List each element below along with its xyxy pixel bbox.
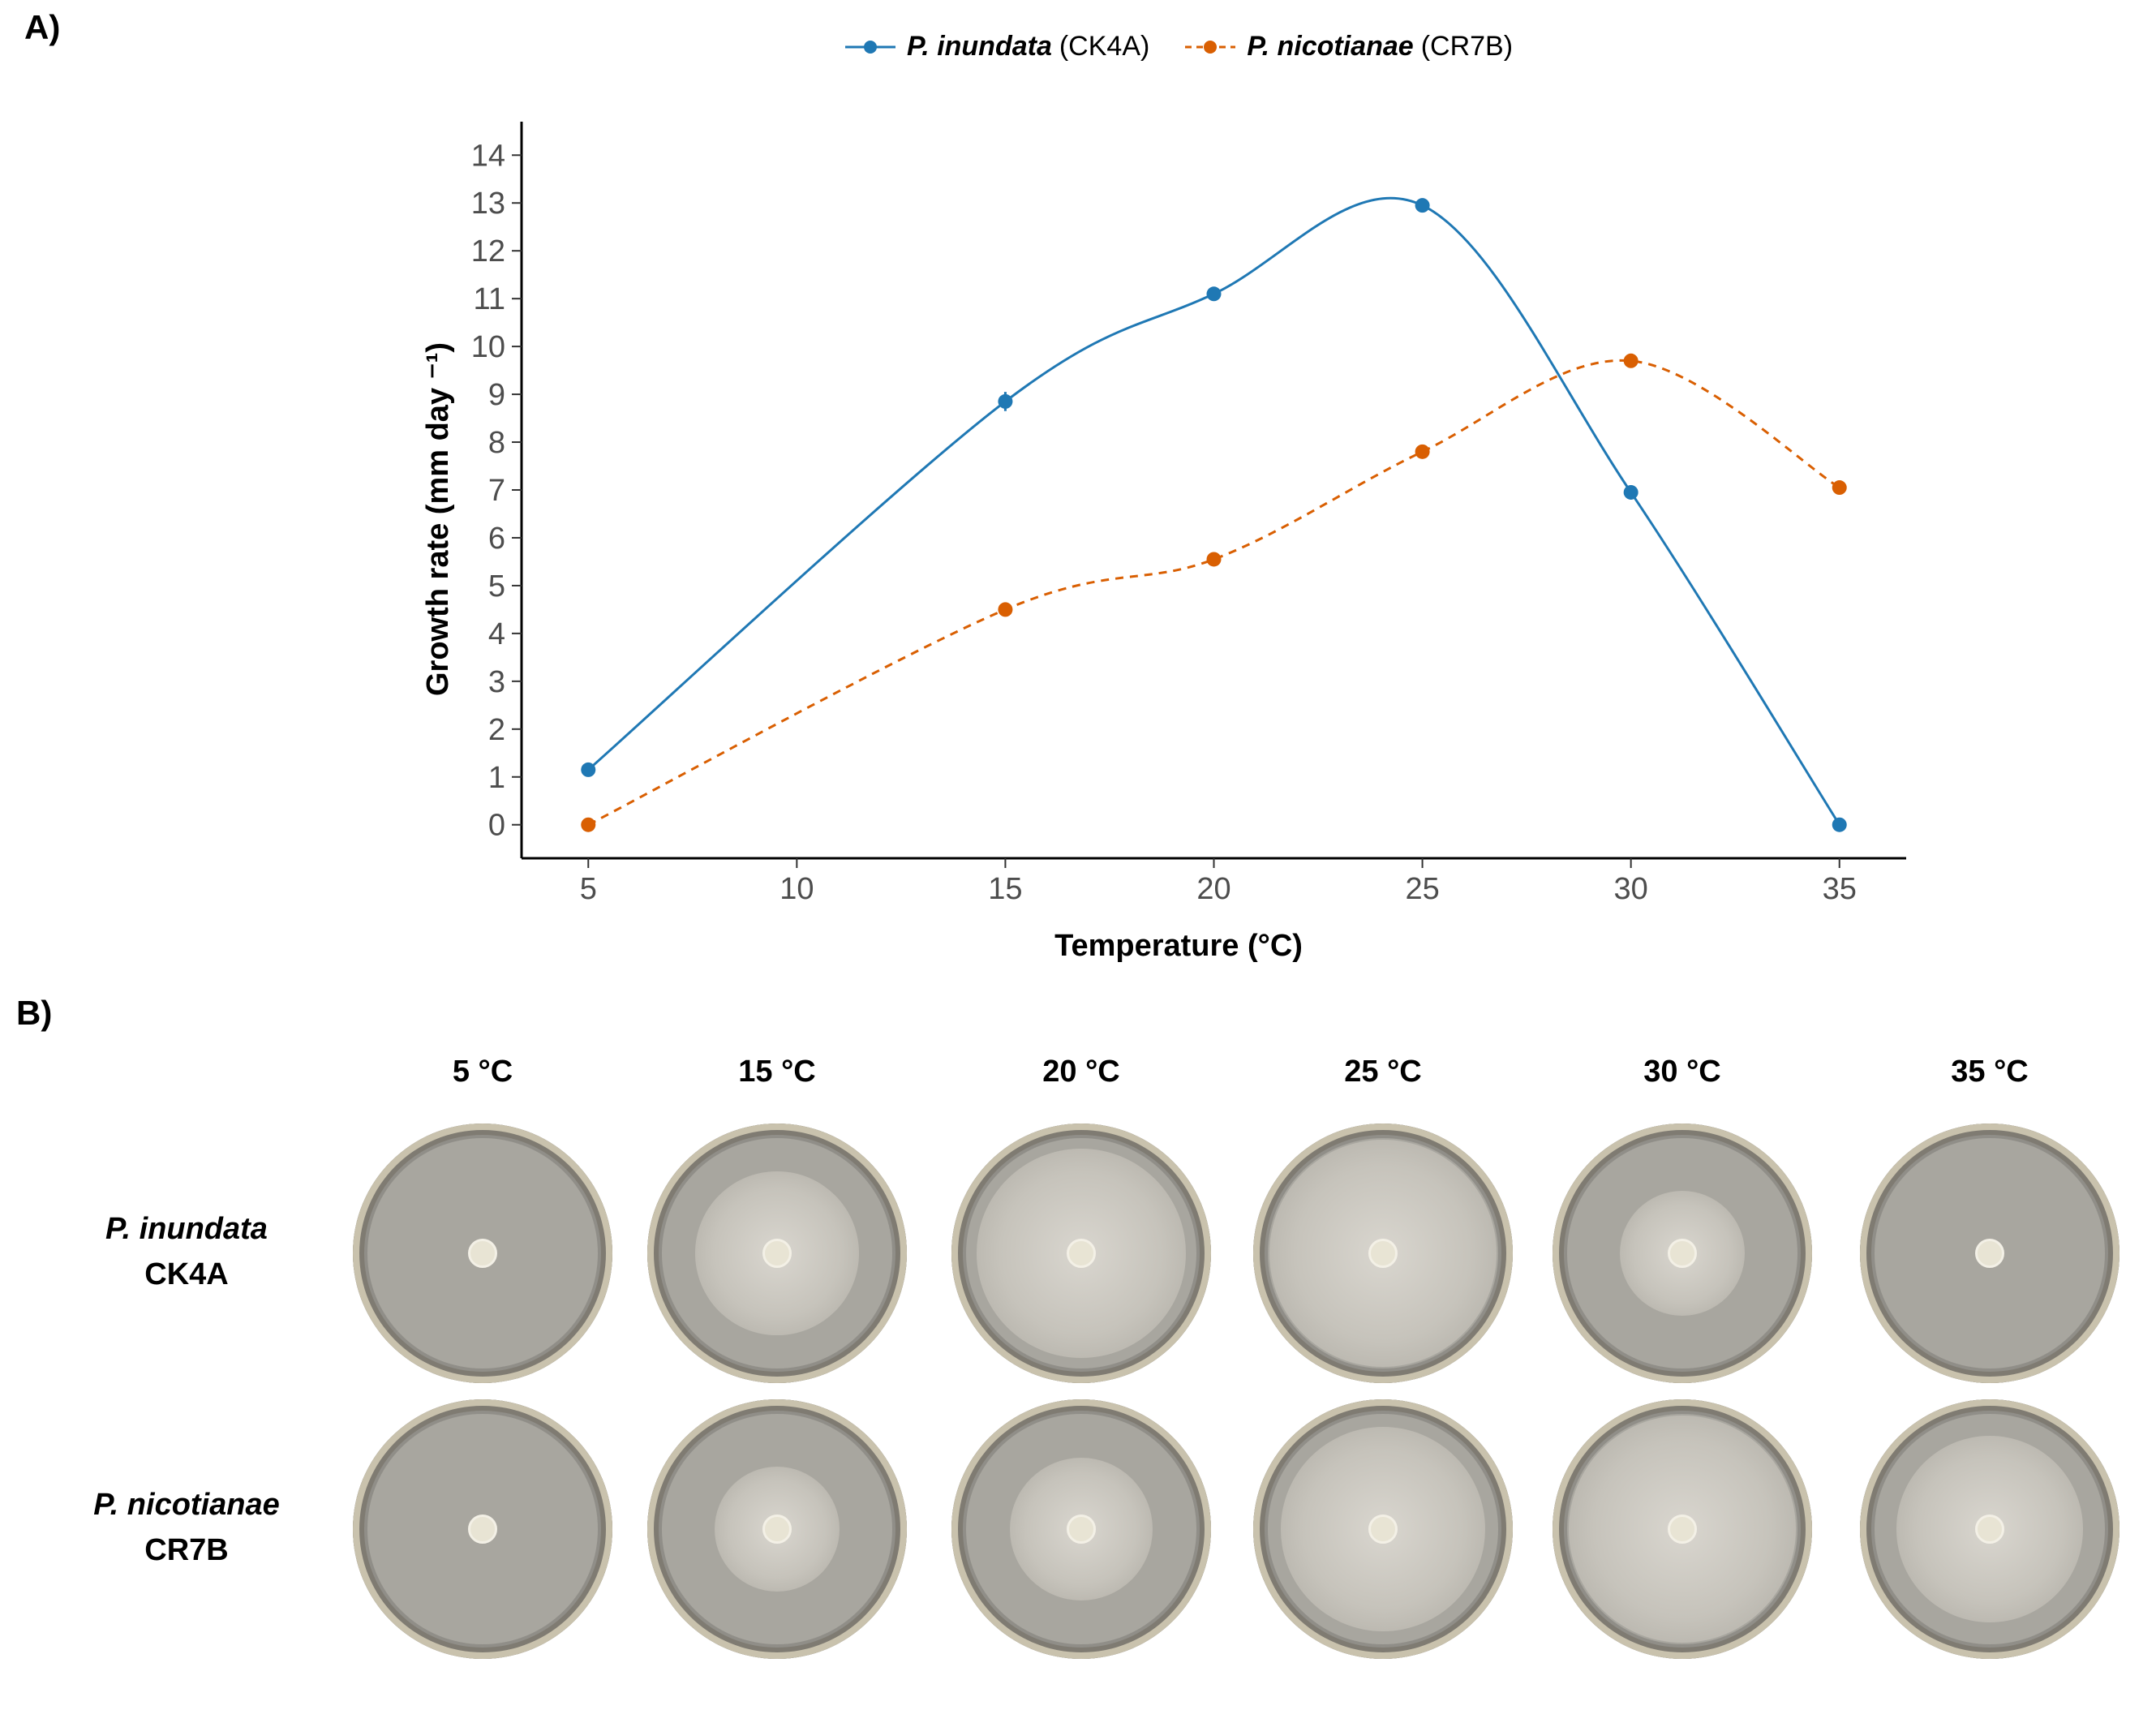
inoculum-plug (762, 1239, 792, 1268)
y-axis-title: Growth rate (mm day ⁻¹) (421, 342, 455, 696)
legend-species-nicotianae: P. nicotianae (1247, 31, 1414, 62)
petri-plate (353, 1399, 612, 1659)
petri-plate (1553, 1399, 1812, 1659)
inoculum-plug (762, 1515, 792, 1544)
inoculum-plug (1975, 1239, 2004, 1268)
series-layer (581, 196, 1847, 832)
x-tick-label: 10 (780, 872, 814, 906)
legend-species-inundata: P. inundata (907, 31, 1052, 62)
data-point (1832, 817, 1847, 832)
inoculum-plug (1668, 1515, 1697, 1544)
petri-plate (647, 1124, 907, 1383)
y-tick-label: 0 (488, 809, 505, 843)
y-tick-label: 12 (471, 234, 505, 269)
temperature-label: 5 °C (452, 1055, 513, 1089)
legend-item-inundata: P. inundata (CK4A) (844, 31, 1149, 62)
y-tick-label: 10 (471, 330, 505, 364)
data-point (1415, 444, 1430, 459)
y-tick-label: 4 (488, 617, 505, 651)
temperature-label: 30 °C (1643, 1055, 1721, 1089)
data-point (1623, 484, 1638, 500)
petri-plate (951, 1124, 1211, 1383)
petri-plate (1553, 1124, 1812, 1383)
x-axis-title: Temperature (°C) (1054, 929, 1303, 963)
legend-item-nicotianae: P. nicotianae (CR7B) (1183, 31, 1513, 62)
temperature-label: 20 °C (1042, 1055, 1120, 1089)
panel-b-label: B) (16, 994, 53, 1032)
x-tick-label: 30 (1614, 872, 1648, 906)
y-tick-label: 1 (488, 761, 505, 795)
data-point (1206, 552, 1222, 567)
data-point (581, 762, 596, 777)
petri-plate (1860, 1399, 2119, 1659)
temperature-label: 35 °C (1951, 1055, 2029, 1089)
legend-symbol-inundata (845, 40, 895, 54)
x-tick-label: 5 (580, 872, 597, 906)
x-tick-label: 35 (1823, 872, 1857, 906)
data-point (998, 393, 1013, 409)
petri-plate (647, 1399, 907, 1659)
data-point (998, 602, 1013, 617)
x-tick-label: 25 (1405, 872, 1439, 906)
series-line-0 (587, 196, 1841, 826)
strain-label: P. nicotianae CR7B (49, 1482, 324, 1573)
data-point (1832, 480, 1847, 496)
strain-label: P. inundata CK4A (49, 1206, 324, 1297)
y-tick-label: 14 (471, 139, 505, 173)
x-tick-label: 15 (988, 872, 1022, 906)
series-line-1 (587, 359, 1840, 827)
petri-plate (353, 1124, 612, 1383)
temperature-label: 25 °C (1344, 1055, 1422, 1089)
inoculum-plug (1067, 1515, 1096, 1544)
y-tick-label: 6 (488, 522, 505, 556)
y-tick-label: 3 (488, 665, 505, 699)
strain-species: P. inundata (105, 1212, 268, 1246)
data-point (1415, 198, 1430, 213)
inoculum-plug (1975, 1515, 2004, 1544)
inoculum-plug (468, 1239, 497, 1268)
y-tick-label: 2 (488, 713, 505, 747)
y-tick-label: 13 (471, 187, 505, 221)
inoculum-plug (1067, 1239, 1096, 1268)
x-tick-label: 20 (1196, 872, 1230, 906)
petri-plate (1860, 1124, 2119, 1383)
panel-a-label: A) (24, 8, 61, 46)
data-point (581, 817, 596, 832)
legend-symbol-nicotianae (1185, 40, 1236, 54)
temperature-label: 15 °C (738, 1055, 816, 1089)
y-tick-label: 8 (488, 426, 505, 460)
data-point (1623, 353, 1638, 368)
petri-plate (1253, 1399, 1513, 1659)
inoculum-plug (1368, 1515, 1398, 1544)
y-tick-label: 9 (488, 378, 505, 412)
petri-plate (951, 1399, 1211, 1659)
y-tick-label: 7 (488, 474, 505, 508)
y-tick-label: 11 (474, 282, 505, 316)
legend-isolate-inundata: (CK4A) (1059, 31, 1150, 62)
strain-isolate: CR7B (144, 1533, 229, 1567)
strain-isolate: CK4A (144, 1257, 229, 1291)
petri-plate (1253, 1124, 1513, 1383)
y-tick-label: 5 (488, 569, 505, 604)
legend-isolate-nicotianae: (CR7B) (1420, 31, 1514, 62)
strain-species: P. nicotianae (93, 1488, 280, 1522)
inoculum-plug (1368, 1239, 1398, 1268)
chart-legend: P. inundata (CK4A) P. nicotianae (CR7B) (844, 31, 1547, 62)
inoculum-plug (468, 1515, 497, 1544)
inoculum-plug (1668, 1239, 1697, 1268)
data-point (1206, 286, 1222, 302)
